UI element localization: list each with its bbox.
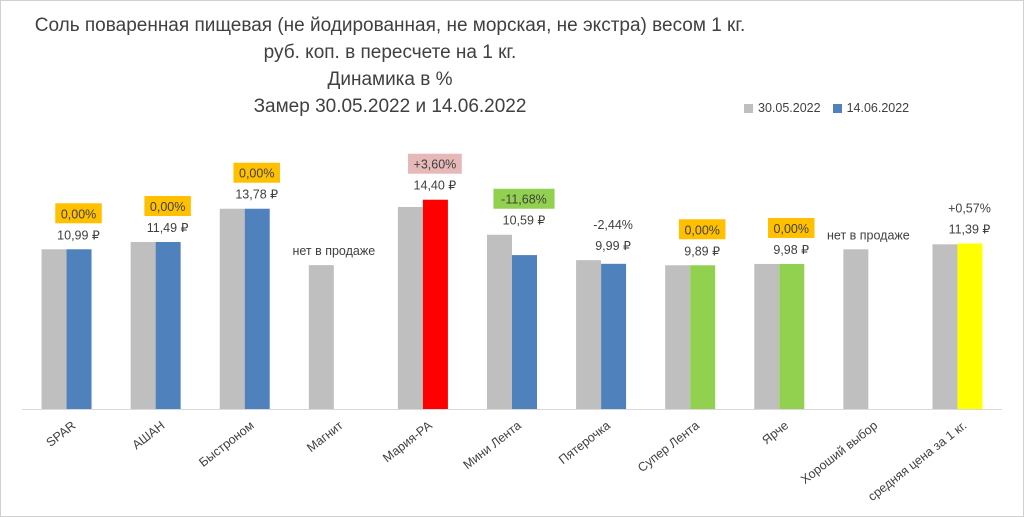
category-label-1: АШАН — [130, 418, 168, 452]
change-label-7: 0,00% — [684, 223, 719, 237]
value-label-0: 10,99 ₽ — [57, 228, 100, 242]
category-label-5: Мини Лента — [461, 418, 524, 472]
chart-title: Соль поваренная пищевая (не йодированная… — [0, 12, 780, 120]
change-badge-bg-0 — [55, 203, 102, 224]
change-label-8: 0,00% — [774, 222, 809, 236]
bar-series-2-7 — [690, 265, 716, 409]
title-line-3: Динамика в % — [327, 69, 453, 90]
change-label-5: -11,68% — [501, 193, 547, 207]
value-label-10: 11,39 ₽ — [949, 222, 991, 236]
change-badge-bg-2 — [233, 162, 280, 183]
bar-series-2-0 — [66, 249, 92, 409]
bar-series-2-4 — [422, 199, 448, 409]
category-label-10: средняя цена за 1 кг. — [865, 418, 969, 503]
change-label-10: +0,57% — [948, 201, 991, 215]
title-line-1: Соль поваренная пищевая (не йодированная… — [34, 15, 746, 36]
change-badge-bg-5 — [493, 188, 555, 209]
change-label-0: 0,00% — [61, 207, 96, 221]
title-line-4: Замер 30.05.2022 и 14.06.2022 — [253, 96, 527, 117]
change-badge-bg-1 — [144, 196, 191, 217]
legend-label-series-1: 30.05.2022 — [758, 101, 821, 115]
bar-series-1-2 — [219, 208, 245, 409]
category-label-4: Мария-РА — [380, 418, 435, 465]
value-label-1: 11,49 ₽ — [147, 221, 189, 235]
change-label-4: +3,60% — [414, 158, 457, 172]
value-label-7: 9,89 ₽ — [684, 244, 720, 258]
bar-series-2-10 — [957, 243, 983, 409]
title-line-2: руб. коп. в пересчете на 1 кг. — [263, 42, 517, 63]
legend-swatch-series-1 — [744, 103, 753, 113]
legend-swatch-series-2 — [832, 103, 842, 113]
bar-series-2-8 — [779, 263, 805, 409]
bar-series-1-5 — [487, 234, 512, 409]
value-label-2: 13,78 ₽ — [235, 188, 278, 202]
category-label-8: Ярче — [760, 418, 792, 447]
bar-series-2-2 — [244, 208, 270, 409]
category-label-9: Хороший выбор — [798, 418, 880, 486]
value-label-8: 9,98 ₽ — [773, 243, 809, 257]
bar-series-1-9 — [843, 249, 869, 409]
bar-series-2-6 — [601, 263, 627, 409]
category-label-7: Супер Лента — [635, 418, 702, 475]
change-label-2: 0,00% — [239, 167, 274, 181]
bar-series-1-6 — [576, 260, 602, 409]
category-label-2: Быстроном — [196, 418, 256, 469]
value-label-5: 10,59 ₽ — [503, 214, 546, 228]
chart-legend: 30.05.2022 14.06.2022 — [744, 101, 909, 115]
change-badge-bg-7 — [678, 219, 726, 240]
bar-series-2-1 — [155, 242, 181, 409]
bar-series-1-0 — [41, 249, 67, 409]
bar-series-1-4 — [397, 206, 423, 409]
bar-series-2-5 — [512, 255, 537, 409]
change-badge-bg-4 — [408, 153, 462, 174]
change-label-6: -2,44% — [593, 218, 633, 232]
change-label-1: 0,00% — [150, 200, 185, 214]
bar-series-1-8 — [754, 263, 780, 409]
value-label-9: нет в продаже — [827, 228, 910, 242]
legend-item-series-1: 30.05.2022 — [744, 101, 821, 115]
legend-item-series-2: 14.06.2022 — [832, 101, 910, 115]
value-label-4: 14,40 ₽ — [414, 179, 457, 193]
bar-series-1-3 — [308, 265, 334, 409]
change-badge-bg-8 — [768, 217, 815, 238]
category-label-3: Магнит — [304, 418, 346, 455]
category-label-0: SPAR — [44, 418, 79, 449]
category-label-6: Пятерочка — [556, 418, 613, 467]
bar-series-1-10 — [932, 244, 958, 409]
bar-series-1-7 — [665, 265, 691, 409]
value-label-6: 9,99 ₽ — [595, 239, 631, 253]
legend-label-series-2: 14.06.2022 — [846, 101, 910, 115]
bar-series-1-1 — [130, 242, 156, 409]
value-label-3: нет в продаже — [292, 244, 375, 258]
